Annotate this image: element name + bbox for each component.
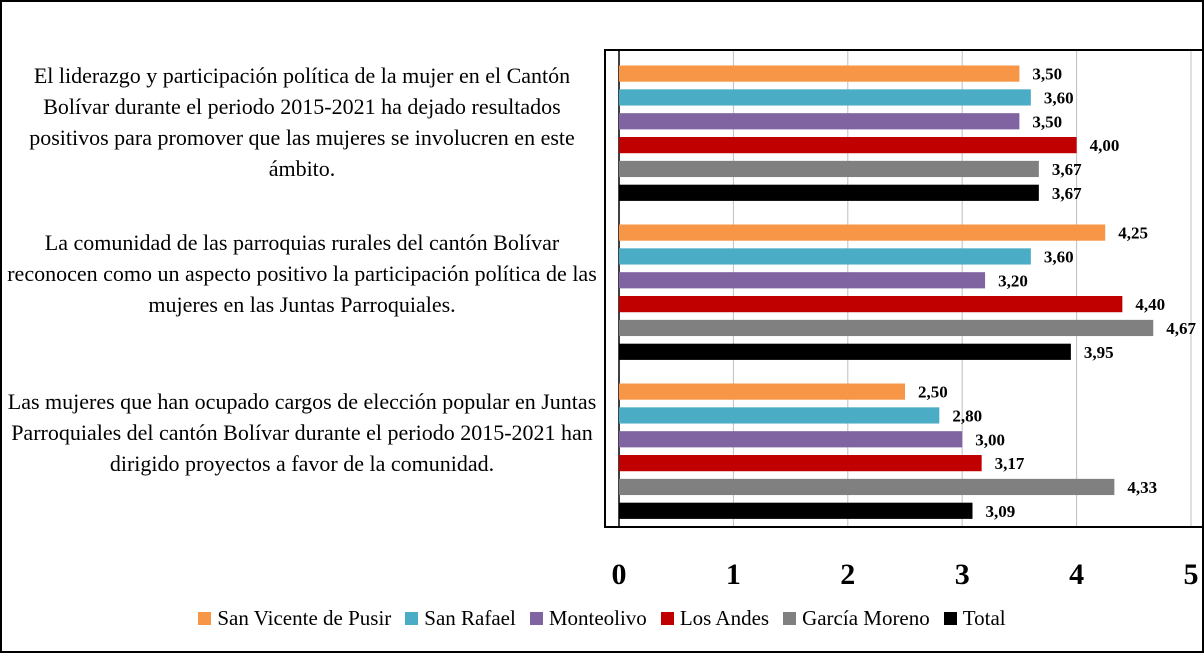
category-label: Las mujeres que han ocupado cargos de el… bbox=[7, 388, 597, 476]
bar bbox=[619, 383, 905, 400]
category-label: La comunidad de las parroquias rurales d… bbox=[7, 229, 597, 317]
legend-swatch bbox=[943, 612, 957, 625]
legend-swatch bbox=[783, 612, 797, 625]
value-label: 3,20 bbox=[998, 271, 1028, 290]
value-label: 4,25 bbox=[1118, 224, 1148, 243]
value-label: 3,60 bbox=[1044, 247, 1074, 266]
bar bbox=[619, 184, 1039, 201]
bar bbox=[619, 248, 1031, 265]
legend-label: San Rafael bbox=[424, 606, 516, 630]
legend-item: San Vicente de Pusir bbox=[198, 606, 391, 631]
bar bbox=[619, 296, 1123, 313]
value-label: 3,95 bbox=[1084, 343, 1114, 362]
bar bbox=[619, 137, 1077, 154]
value-label: 3,50 bbox=[1032, 65, 1062, 84]
category-label: El liderazgo y participación política de… bbox=[29, 62, 575, 181]
bar bbox=[619, 478, 1115, 496]
bar bbox=[619, 502, 973, 519]
value-label: 3,09 bbox=[985, 502, 1015, 521]
value-label: 4,40 bbox=[1135, 295, 1165, 314]
legend-item: Monteolivo bbox=[529, 606, 647, 631]
bar bbox=[619, 343, 1071, 360]
value-label: 3,60 bbox=[1044, 88, 1074, 107]
x-tick-label: 0 bbox=[612, 558, 627, 591]
value-label: 3,00 bbox=[975, 430, 1005, 449]
value-label: 2,50 bbox=[918, 383, 948, 402]
value-label: 3,50 bbox=[1032, 112, 1062, 131]
bar bbox=[619, 431, 963, 448]
legend-item: San Rafael bbox=[405, 606, 516, 631]
x-tick-label: 4 bbox=[1069, 558, 1084, 591]
bar bbox=[619, 455, 982, 472]
legend-swatch bbox=[660, 612, 674, 625]
value-label: 3,67 bbox=[1052, 160, 1082, 179]
legend-swatch bbox=[405, 612, 419, 625]
legend-swatch bbox=[198, 612, 212, 625]
value-label: 4,33 bbox=[1127, 478, 1157, 497]
value-label: 2,80 bbox=[952, 406, 982, 425]
bar bbox=[619, 272, 986, 289]
legend-item: Los Andes bbox=[660, 606, 770, 631]
x-tick-label: 5 bbox=[1184, 558, 1199, 591]
bar bbox=[619, 113, 1020, 130]
value-label: 3,67 bbox=[1052, 184, 1082, 203]
value-label: 4,00 bbox=[1090, 136, 1120, 155]
legend-label: García Moreno bbox=[802, 606, 930, 630]
bar bbox=[619, 224, 1106, 241]
value-label: 4,67 bbox=[1166, 319, 1196, 338]
value-label: 3,17 bbox=[995, 454, 1025, 473]
legend-label: Total bbox=[962, 606, 1006, 630]
bar bbox=[619, 89, 1031, 106]
bar bbox=[619, 65, 1020, 82]
bar bbox=[619, 160, 1039, 178]
legend-swatch bbox=[529, 612, 543, 625]
legend-label: Monteolivo bbox=[548, 606, 647, 630]
x-tick-label: 1 bbox=[726, 558, 741, 591]
legend-label: San Vicente de Pusir bbox=[217, 606, 392, 630]
x-tick-label: 2 bbox=[840, 558, 855, 591]
legend-item: García Moreno bbox=[783, 606, 930, 631]
bar bbox=[619, 407, 940, 424]
plot-border bbox=[604, 49, 1202, 528]
legend: San Vicente de Pusir San Rafael Monteolivo… bbox=[2, 606, 1202, 631]
legend-item: Total bbox=[943, 606, 1006, 631]
bar bbox=[619, 319, 1154, 337]
legend-label: Los Andes bbox=[679, 606, 770, 630]
x-tick-label: 3 bbox=[955, 558, 970, 591]
